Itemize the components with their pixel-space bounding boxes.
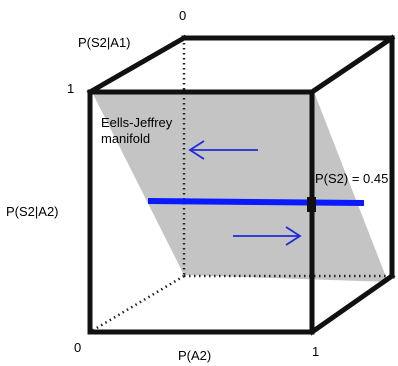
left-arrow [188,140,258,160]
top-zero-label: 0 [179,8,186,23]
axis-label-s2-given-a2: P(S2|A2) [6,204,59,219]
right-arrow [233,226,302,246]
left-one-label: 1 [67,81,74,96]
p-s2-value-label: P(S2) = 0.45 [315,171,388,186]
bottom-right-edge [308,272,396,336]
bottom-zero-label: 0 [74,340,81,355]
manifold-label-line1: Eells-Jeffrey [101,115,173,130]
top-left-edge [86,34,188,96]
axis-label-a2: P(A2) [178,348,211,363]
hidden-edge-diagonal [89,274,185,334]
manifold-label-line2: manifold [101,131,150,146]
top-right-edge [308,34,396,96]
axis-label-s2-given-a1: P(S2|A1) [78,35,131,50]
bottom-one-label: 1 [312,344,319,359]
p-s2-line [147,198,365,206]
intersection-marker [307,197,316,212]
